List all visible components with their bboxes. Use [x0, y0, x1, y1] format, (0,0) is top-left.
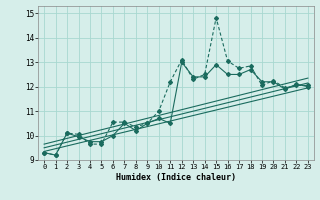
X-axis label: Humidex (Indice chaleur): Humidex (Indice chaleur) [116, 173, 236, 182]
